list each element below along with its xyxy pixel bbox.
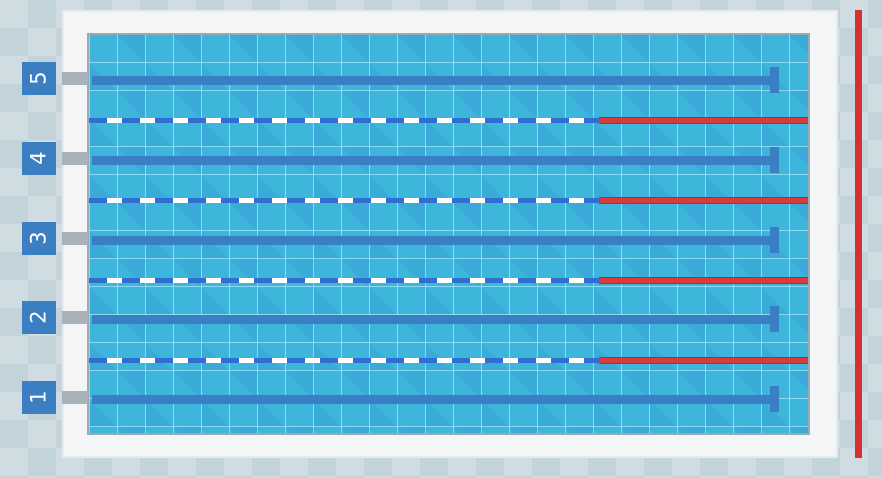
lane-line xyxy=(92,155,777,165)
lane-number: 2 xyxy=(27,310,51,324)
lane-rope xyxy=(89,357,599,363)
lane-end-marker xyxy=(770,386,779,412)
lane-end-marker xyxy=(770,147,779,173)
lane-rope-red-section xyxy=(599,116,808,124)
starting-block xyxy=(62,310,88,324)
lane-line xyxy=(92,235,777,245)
lane-number-label: 5 xyxy=(22,61,56,95)
lane-line xyxy=(92,75,777,85)
lane-number-label: 1 xyxy=(22,380,56,414)
lane-number: 1 xyxy=(27,390,51,404)
lane-rope-red-section xyxy=(599,276,808,284)
lane-end-marker xyxy=(770,67,779,93)
lane-end-marker xyxy=(770,306,779,332)
lane-number: 3 xyxy=(27,231,51,245)
lane-number-label: 2 xyxy=(22,300,56,334)
starting-block xyxy=(62,151,88,165)
lane-end-marker xyxy=(770,227,779,253)
lane-number-label: 3 xyxy=(22,221,56,255)
lane-number: 4 xyxy=(27,151,51,165)
lane-number-label: 4 xyxy=(22,141,56,175)
pool-water xyxy=(87,33,810,435)
lane-rope xyxy=(89,117,599,123)
lane-rope-red-section xyxy=(599,356,808,364)
starting-block xyxy=(62,390,88,404)
lane-rope xyxy=(89,197,599,203)
lane-line xyxy=(92,314,777,324)
starting-block xyxy=(62,231,88,245)
lane-number: 5 xyxy=(27,71,51,85)
starting-block xyxy=(62,71,88,85)
finish-line xyxy=(855,10,862,458)
lane-rope-red-section xyxy=(599,196,808,204)
lane-rope xyxy=(89,277,599,283)
lane-line xyxy=(92,394,777,404)
